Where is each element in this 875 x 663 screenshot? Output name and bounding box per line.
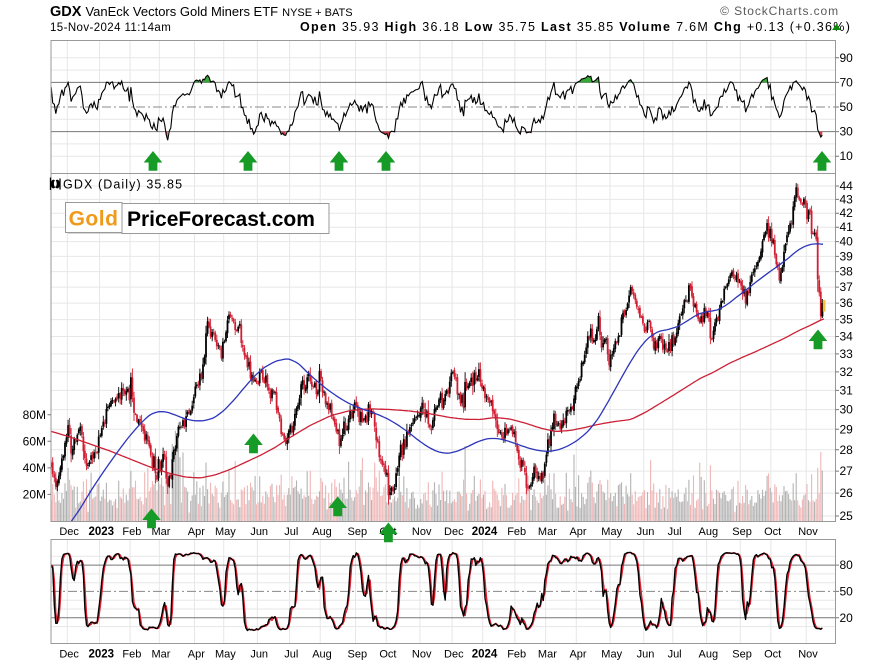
svg-text:30: 30 [840,403,854,417]
svg-text:Apr: Apr [188,648,205,660]
svg-text:May: May [601,648,622,660]
svg-text:36: 36 [840,296,854,310]
svg-text:34: 34 [840,330,854,344]
svg-text:Gold: Gold [69,208,119,231]
svg-text:80M: 80M [23,408,46,422]
svg-text:20: 20 [840,611,854,625]
svg-text:Nov: Nov [412,648,432,660]
svg-text:GDX VanEck Vectors Gold Miners: GDX VanEck Vectors Gold Miners ETF NYSE … [50,4,353,20]
svg-text:Sep: Sep [732,648,752,660]
svg-text:Jun: Jun [637,526,655,538]
svg-text:Mar: Mar [152,648,171,660]
svg-text:Nov: Nov [798,648,818,660]
svg-text:31: 31 [840,383,854,397]
svg-text:Dec: Dec [59,648,79,660]
svg-text:Sep: Sep [348,648,368,660]
svg-text:May: May [215,648,236,660]
svg-text:90: 90 [840,51,854,65]
svg-text:Apr: Apr [569,648,586,660]
svg-text:41: 41 [840,220,854,234]
svg-text:32: 32 [840,365,854,379]
svg-text:50: 50 [840,584,854,598]
svg-text:Nov: Nov [412,526,432,538]
svg-text:2024: 2024 [472,526,498,538]
svg-text:50: 50 [840,100,854,114]
svg-text:Jul: Jul [284,526,298,538]
svg-text:33: 33 [840,347,854,361]
svg-text:60M: 60M [23,434,46,448]
svg-text:Dec: Dec [59,526,79,538]
svg-text:Jul: Jul [284,648,298,660]
svg-text:Oct: Oct [379,648,396,660]
svg-text:37: 37 [840,280,854,294]
svg-text:2023: 2023 [89,526,115,538]
svg-text:15-Nov-2024 11:14am: 15-Nov-2024 11:14am [50,22,171,34]
svg-text:Feb: Feb [507,526,526,538]
svg-text:70: 70 [840,75,854,89]
svg-text:Jun: Jun [250,648,268,660]
svg-text:Aug: Aug [312,648,332,660]
svg-text:29: 29 [840,422,854,436]
svg-text:Sep: Sep [348,526,368,538]
svg-text:10: 10 [840,149,854,163]
svg-text:25: 25 [840,509,854,523]
svg-text:Sep: Sep [732,526,752,538]
svg-text:Feb: Feb [122,526,141,538]
svg-text:2024: 2024 [472,648,498,660]
svg-text:Feb: Feb [507,648,526,660]
svg-text:28: 28 [840,443,854,457]
svg-text:Mar: Mar [152,526,171,538]
svg-text:39: 39 [840,249,854,263]
svg-text:Aug: Aug [312,526,332,538]
svg-text:Dec: Dec [444,526,464,538]
svg-text:Mar: Mar [538,648,557,660]
svg-text:Oct: Oct [764,526,781,538]
svg-text:Open 35.93 High 36.18 Low 35: Open 35.93 High 36.18 Low 35.75 Last 35.… [300,20,851,34]
svg-text:38: 38 [840,265,854,279]
svg-text:35: 35 [840,313,854,327]
svg-text:30: 30 [840,125,854,139]
svg-text:May: May [215,526,236,538]
svg-text:2023: 2023 [89,648,115,660]
svg-text:PriceForecast.com: PriceForecast.com [127,208,315,231]
svg-text:Feb: Feb [122,648,141,660]
svg-text:20M: 20M [23,487,46,501]
svg-text:Aug: Aug [699,648,719,660]
svg-text:Apr: Apr [188,526,205,538]
svg-text:May: May [601,526,622,538]
svg-text:Nov: Nov [798,526,818,538]
svg-text:40M: 40M [23,461,46,475]
svg-text:80: 80 [840,558,854,572]
svg-text:Dec: Dec [444,648,464,660]
svg-text:40: 40 [840,235,854,249]
svg-text:27: 27 [840,464,854,478]
svg-text:Oct: Oct [764,648,781,660]
svg-text:43: 43 [840,192,854,206]
svg-text:Jun: Jun [637,648,655,660]
svg-text:Mar: Mar [538,526,557,538]
svg-text:Jul: Jul [668,526,682,538]
svg-text:Jul: Jul [668,648,682,660]
svg-text:Aug: Aug [699,526,719,538]
svg-text:42: 42 [840,206,854,220]
svg-text:Jun: Jun [250,526,268,538]
svg-text:44: 44 [840,179,854,193]
svg-text:26: 26 [840,486,854,500]
svg-text:© StockCharts.com: © StockCharts.com [720,4,839,18]
svg-text:GDX (Daily) 35.85: GDX (Daily) 35.85 [63,178,183,192]
svg-text:Apr: Apr [569,526,586,538]
